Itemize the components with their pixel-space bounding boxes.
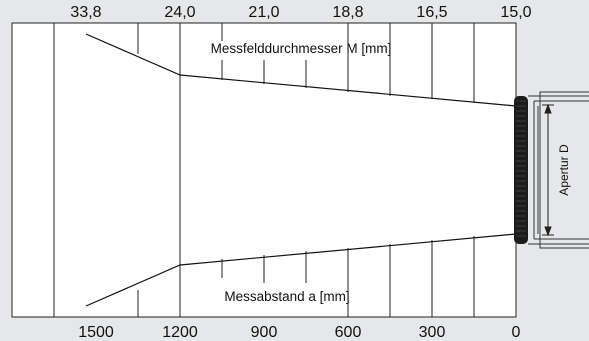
- sensor-lens-assembly: Apertur D: [514, 91, 589, 249]
- lens-black-cylinder: [514, 96, 528, 244]
- sensor-housing-outline: [528, 91, 589, 249]
- bottom-tick-600: 600: [335, 324, 362, 341]
- top-tick-21-0: 21,0: [248, 4, 279, 21]
- top-tick-24-0: 24,0: [164, 4, 195, 21]
- top-tick-33-8: 33,8: [70, 4, 101, 21]
- bottom-tick-300: 300: [419, 324, 446, 341]
- bottom-tick-0: 0: [512, 324, 521, 341]
- lens-knurl-lines: [516, 100, 526, 237]
- top-tick-15-0: 15,0: [500, 4, 531, 21]
- bottom-axis-ticks: 1500 1200 900 600 300 0: [78, 324, 520, 341]
- aperture-dimension-arrow: [542, 103, 554, 237]
- measurement-distance-label: Messabstand a [mm]: [224, 289, 349, 304]
- field-diameter-label: Messfelddurchmesser M [mm]: [211, 41, 392, 56]
- top-axis-ticks: 33,8 24,0 21,0 18,8 16,5 15,0: [70, 4, 531, 21]
- top-tick-16-5: 16,5: [416, 4, 447, 21]
- distance-gridlines: [53, 23, 517, 317]
- bottom-tick-1500: 1500: [78, 324, 114, 341]
- bottom-tick-900: 900: [251, 324, 278, 341]
- bottom-tick-1200: 1200: [162, 324, 198, 341]
- upper-field-boundary: [85, 33, 517, 107]
- field-of-view-lines: [85, 33, 517, 307]
- lower-field-boundary: [85, 233, 517, 307]
- aperture-label: Apertur D: [557, 144, 571, 196]
- top-tick-18-8: 18,8: [332, 4, 363, 21]
